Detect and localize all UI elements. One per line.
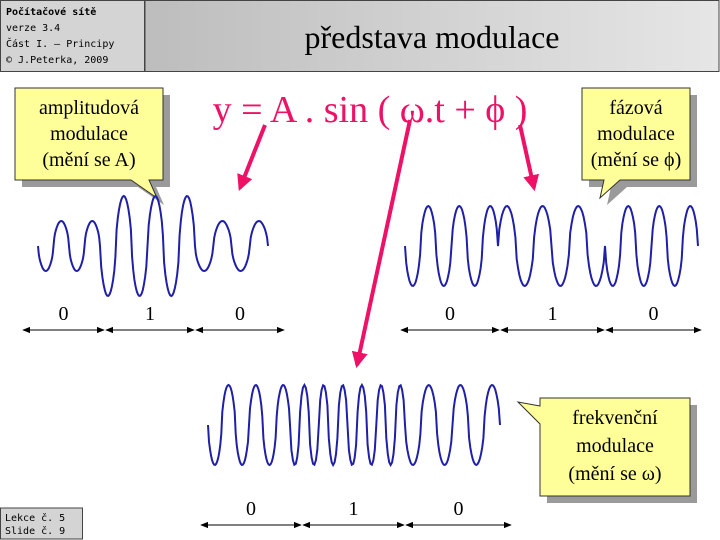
arrow xyxy=(351,119,412,369)
callout-text: fázová xyxy=(609,97,662,119)
header-line: Počítačové sítě xyxy=(6,6,96,18)
bit-label: 0 xyxy=(445,303,455,325)
callout-text: amplitudová xyxy=(39,97,139,119)
wave xyxy=(37,194,269,298)
title: představa modulace xyxy=(305,19,560,55)
bit-label: 0 xyxy=(649,303,659,325)
arrow xyxy=(518,124,540,192)
callout-text: (mění se ω) xyxy=(568,463,661,485)
callout-text: frekvenční xyxy=(572,407,658,429)
bit-label: 0 xyxy=(59,303,69,325)
header-line: © J.Peterka, 2009 xyxy=(6,55,108,66)
footer-box xyxy=(0,507,83,540)
footer-line: Lekce č. 5 xyxy=(5,512,65,524)
header-line: verze 3.4 xyxy=(6,23,60,34)
callout xyxy=(14,87,164,200)
bit-label: 1 xyxy=(145,303,155,325)
callout xyxy=(581,87,691,200)
formula: y = A . sin ( ω.t + ϕ ) xyxy=(213,89,528,131)
wave xyxy=(207,382,501,468)
title-box xyxy=(144,0,720,72)
callout-text: (mění se ϕ) xyxy=(591,149,682,171)
wave xyxy=(404,204,699,288)
bit-label: 0 xyxy=(246,498,256,520)
bit-label: 1 xyxy=(548,303,558,325)
callout-text: (mění se A) xyxy=(42,149,135,171)
header-box xyxy=(0,0,145,72)
footer-line: Slide č. 9 xyxy=(5,525,65,537)
callout-text: modulace xyxy=(50,123,128,145)
arrow xyxy=(237,124,267,191)
callout xyxy=(516,397,691,497)
callout-text: modulace xyxy=(576,435,654,457)
bit-label: 1 xyxy=(349,498,359,520)
header-line: Část I. – Principy xyxy=(6,37,114,50)
bit-label: 0 xyxy=(235,303,245,325)
bit-label: 0 xyxy=(454,498,464,520)
callout-text: modulace xyxy=(597,123,675,145)
